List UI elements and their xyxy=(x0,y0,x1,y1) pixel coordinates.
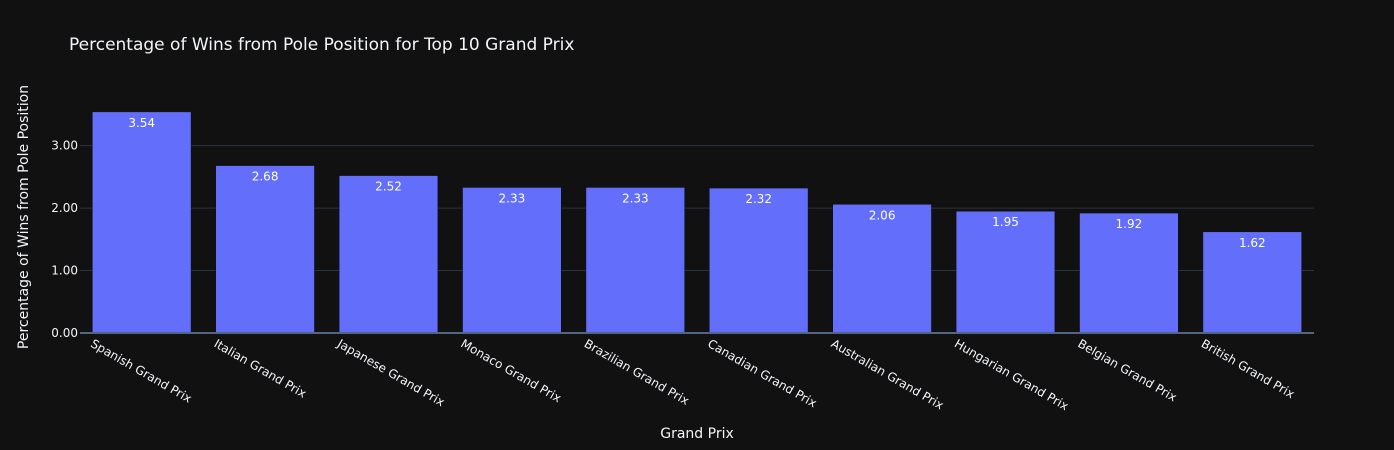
x-tick-label: Brazilian Grand Prix xyxy=(582,336,692,407)
bar-value-label: 2.32 xyxy=(745,192,772,206)
bar xyxy=(1079,212,1179,334)
x-tick-label: Spanish Grand Prix xyxy=(88,336,194,405)
bar xyxy=(709,187,809,334)
bar-value-label: 2.68 xyxy=(252,170,279,184)
x-axis-title: Grand Prix xyxy=(660,426,734,442)
bar-value-label: 1.95 xyxy=(992,215,1019,229)
bar xyxy=(92,111,192,334)
x-tick-label: Italian Grand Prix xyxy=(212,336,309,400)
bar-value-label: 2.33 xyxy=(499,191,526,205)
bar xyxy=(1202,231,1302,334)
bar xyxy=(338,175,439,334)
bar xyxy=(462,187,562,334)
y-tick-label: 0.00 xyxy=(51,326,78,340)
bar-value-label: 2.52 xyxy=(375,180,402,194)
x-tick-label: Belgian Grand Prix xyxy=(1075,336,1179,404)
y-tick-labels: 0.00 1.00 2.00 3.00 xyxy=(51,139,78,340)
bars xyxy=(80,111,1314,334)
y-tick-label: 2.00 xyxy=(51,201,78,215)
bar xyxy=(585,187,685,334)
bar-value-label: 1.62 xyxy=(1239,236,1266,250)
x-tick-labels: Spanish Grand Prix Italian Grand Prix Japa… xyxy=(88,336,1297,413)
x-tick-label: Hungarian Grand Prix xyxy=(952,336,1071,413)
y-tick-label: 3.00 xyxy=(51,139,78,153)
x-tick-label: Canadian Grand Prix xyxy=(705,336,819,410)
y-tick-label: 1.00 xyxy=(51,264,78,278)
x-tick-label: Australian Grand Prix xyxy=(829,336,946,412)
x-tick-label: British Grand Prix xyxy=(1199,336,1297,401)
bar-value-label: 2.33 xyxy=(622,191,649,205)
y-axis-title: Percentage of Wins from Pole Position xyxy=(16,85,32,349)
bar xyxy=(955,210,1056,334)
bar-value-label: 3.54 xyxy=(128,116,155,130)
bar xyxy=(215,165,315,334)
chart-title: Percentage of Wins from Pole Position fo… xyxy=(69,35,574,55)
x-tick-label: Japanese Grand Prix xyxy=(334,336,447,409)
bar xyxy=(832,204,932,334)
bar-value-labels: 3.54 2.68 2.52 2.33 2.33 2.32 2.06 1.95 1.92 1.62 xyxy=(128,116,1265,250)
x-tick-label: Monaco Grand Prix xyxy=(458,336,563,405)
bar-value-label: 2.06 xyxy=(869,208,896,222)
bar-value-label: 1.92 xyxy=(1116,217,1143,231)
